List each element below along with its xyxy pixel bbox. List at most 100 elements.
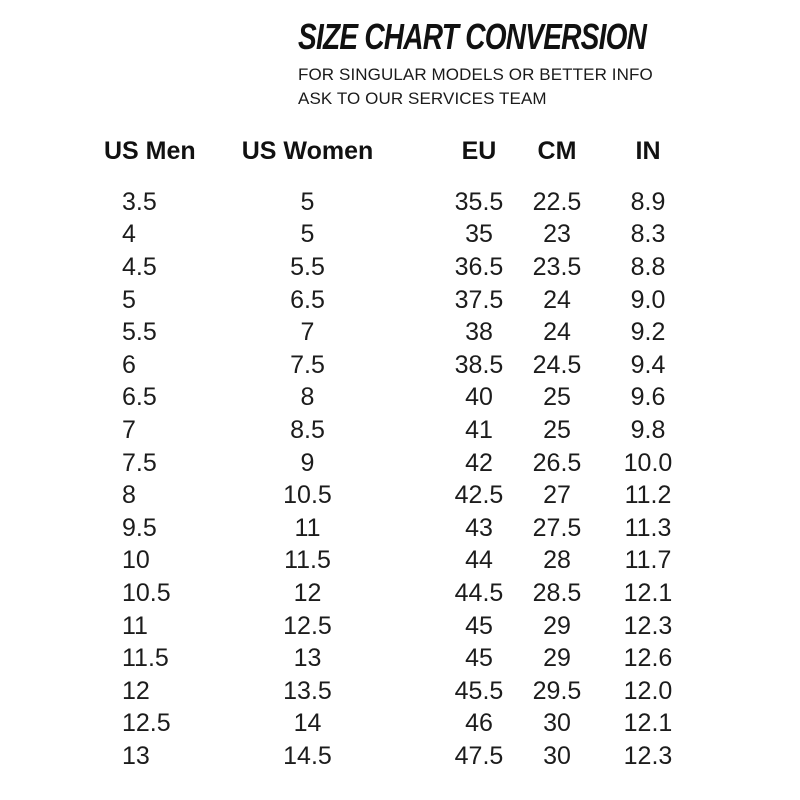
cell-cm: 25 — [543, 383, 571, 412]
table-body: 3.5 5 35.5 22.5 8.9 4 5 35 23 8.3 4.5 5.5 36.5 23.5 8.… — [0, 186, 800, 773]
cell-uswomen: 5.5 — [290, 252, 325, 281]
cell-in: 9.6 — [630, 383, 666, 412]
table-row: 12.5 14 46 30 12.1 — [0, 708, 800, 741]
table-row: 5.5 7 38 24 9.2 — [0, 316, 800, 349]
table-row: 13 14.5 47.5 30 12.3 — [0, 740, 800, 773]
cell-eu: 42.5 — [454, 481, 504, 510]
cell-in: 8.9 — [630, 187, 666, 216]
cell-cm: 24 — [543, 318, 571, 347]
cell-cm: 26.5 — [532, 448, 582, 477]
cell-in: 9.0 — [630, 285, 666, 314]
cell-uswomen: 13.5 — [283, 676, 332, 705]
table-row: 10.5 12 44.5 28.5 12.1 — [0, 577, 800, 610]
header-block: SIZE CHART CONVERSION FOR SINGULAR MODEL… — [298, 16, 744, 110]
cell-eu: 45.5 — [454, 676, 504, 705]
page-title: SIZE CHART CONVERSION — [298, 16, 647, 57]
cell-cm: 28 — [543, 546, 571, 575]
cell-eu: 38.5 — [454, 350, 504, 379]
size-conversion-table: US Men US Women EU CM IN 3.5 5 35.5 22.5 8.9… — [0, 135, 800, 773]
cell-usmen: 9.5 — [122, 513, 157, 542]
cell-eu: 35.5 — [454, 187, 504, 216]
table-row: 10 11.5 44 28 11.7 — [0, 545, 800, 578]
cell-cm: 30 — [543, 709, 571, 738]
cell-cm: 28.5 — [532, 578, 582, 607]
cell-usmen: 3.5 — [122, 187, 157, 216]
cell-in: 12.1 — [623, 709, 673, 738]
cell-cm: 27 — [543, 481, 571, 510]
table-row: 7 8.5 41 25 9.8 — [0, 414, 800, 447]
cell-eu: 46 — [465, 709, 493, 738]
cell-uswomen: 6.5 — [290, 285, 325, 314]
page-subtitle: FOR SINGULAR MODELS OR BETTER INFO ASK T… — [298, 63, 744, 110]
cell-usmen: 4 — [122, 220, 136, 249]
cell-usmen: 10 — [122, 546, 150, 575]
cell-in: 9.8 — [630, 415, 666, 444]
cell-uswomen: 7.5 — [290, 350, 325, 379]
cell-in: 9.4 — [630, 350, 666, 379]
cell-in: 12.3 — [623, 611, 673, 640]
table-row: 4 5 35 23 8.3 — [0, 219, 800, 252]
table-row: 11 12.5 45 29 12.3 — [0, 610, 800, 643]
cell-eu: 40 — [465, 383, 493, 412]
table-row: 7.5 9 42 26.5 10.0 — [0, 447, 800, 480]
cell-uswomen: 12.5 — [283, 611, 332, 640]
cell-in: 10.0 — [623, 448, 673, 477]
cell-usmen: 12.5 — [122, 709, 171, 738]
cell-eu: 41 — [465, 415, 493, 444]
cell-in: 12.3 — [623, 741, 673, 770]
cell-eu: 38 — [465, 318, 493, 347]
cell-in: 12.6 — [623, 644, 673, 673]
cell-in: 11.3 — [624, 513, 672, 542]
cell-eu: 45 — [465, 611, 493, 640]
table-row: 8 10.5 42.5 27 11.2 — [0, 479, 800, 512]
cell-usmen: 11 — [122, 611, 148, 640]
cell-uswomen: 14.5 — [283, 741, 332, 770]
cell-uswomen: 5 — [300, 187, 315, 216]
cell-uswomen: 11 — [294, 513, 321, 542]
table-header-row: US Men US Women EU CM IN — [0, 135, 800, 167]
cell-uswomen: 9 — [300, 448, 315, 477]
cell-eu: 42 — [465, 448, 493, 477]
cell-eu: 36.5 — [454, 252, 504, 281]
cell-cm: 30 — [543, 741, 571, 770]
cell-cm: 29 — [543, 644, 571, 673]
cell-eu: 35 — [465, 220, 493, 249]
cell-usmen: 6 — [122, 350, 136, 379]
cell-uswomen: 13 — [293, 644, 322, 673]
table-row: 11.5 13 45 29 12.6 — [0, 642, 800, 675]
cell-in: 12.0 — [623, 676, 673, 705]
column-header-eu: EU — [461, 136, 497, 165]
cell-usmen: 7 — [122, 415, 136, 444]
table-row: 6 7.5 38.5 24.5 9.4 — [0, 349, 800, 382]
cell-usmen: 11.5 — [122, 644, 169, 673]
cell-eu: 37.5 — [454, 285, 504, 314]
cell-cm: 27.5 — [532, 513, 582, 542]
column-header-in: IN — [635, 136, 661, 165]
cell-eu: 44 — [465, 546, 493, 575]
cell-cm: 23 — [543, 220, 571, 249]
column-header-cm: CM — [537, 136, 577, 165]
cell-cm: 24 — [543, 285, 571, 314]
cell-usmen: 6.5 — [122, 383, 157, 412]
cell-in: 11.7 — [624, 546, 672, 575]
cell-uswomen: 10.5 — [283, 481, 332, 510]
cell-usmen: 10.5 — [122, 578, 171, 607]
cell-cm: 25 — [543, 415, 571, 444]
cell-uswomen: 14 — [293, 709, 322, 738]
cell-cm: 29 — [543, 611, 571, 640]
cell-in: 11.2 — [624, 481, 672, 510]
column-header-us-men: US Men — [104, 136, 196, 165]
cell-usmen: 8 — [122, 481, 136, 510]
cell-in: 9.2 — [630, 318, 666, 347]
cell-usmen: 13 — [122, 741, 150, 770]
cell-uswomen: 8.5 — [290, 415, 325, 444]
cell-usmen: 5.5 — [122, 318, 157, 347]
column-header-us-women: US Women — [241, 136, 374, 165]
cell-usmen: 12 — [122, 676, 150, 705]
table-row: 4.5 5.5 36.5 23.5 8.8 — [0, 251, 800, 284]
subtitle-line-1: FOR SINGULAR MODELS OR BETTER INFO — [298, 65, 653, 84]
cell-cm: 22.5 — [532, 187, 582, 216]
table-row: 6.5 8 40 25 9.6 — [0, 382, 800, 415]
table-row: 3.5 5 35.5 22.5 8.9 — [0, 186, 800, 219]
